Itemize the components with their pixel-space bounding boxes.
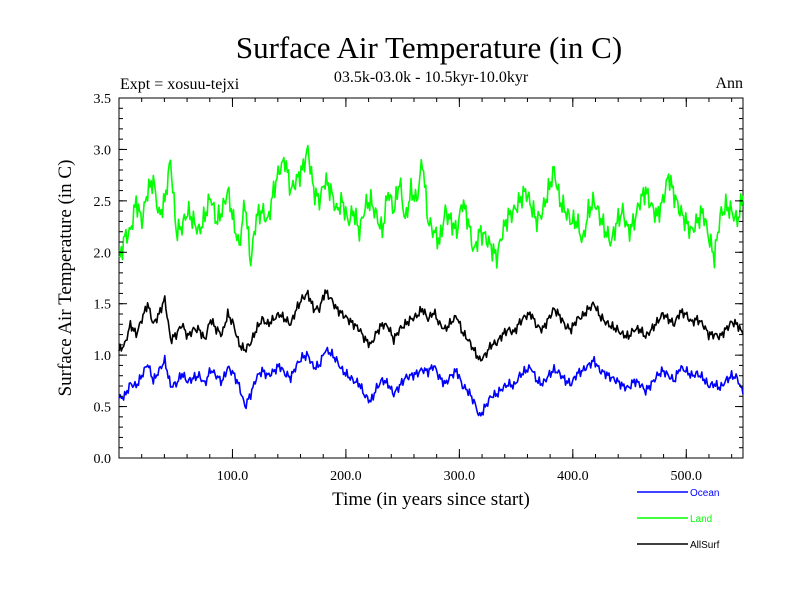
land-series-line	[118, 144, 744, 269]
allsurf-series-line	[118, 289, 744, 362]
y-tick-label: 2.0	[94, 246, 112, 261]
y-tick-label: 1.0	[94, 349, 112, 364]
plot-area	[118, 97, 744, 459]
expt-label: Expt = xosuu-tejxi	[120, 76, 240, 93]
plot-frame	[118, 97, 744, 459]
y-axis-label: Surface Air Temperature (in C)	[55, 160, 76, 397]
y-tick-label: 3.5	[94, 92, 112, 107]
x-tick-label: 300.0	[444, 469, 476, 484]
y-tick-label: 2.5	[94, 195, 112, 210]
legend-label-allsurf: AllSurf	[690, 540, 720, 551]
series-layer	[118, 144, 744, 417]
legend-label-ocean: Ocean	[690, 488, 719, 499]
x-axis-label: Time (in years since start)	[332, 489, 530, 510]
y-tick-label: 1.5	[94, 298, 112, 313]
season-label: Ann	[715, 75, 743, 92]
y-tick-label: 0.5	[94, 401, 112, 416]
x-tick-label: 200.0	[330, 469, 362, 484]
x-tick-label: 100.0	[217, 469, 249, 484]
tick-layer: 0.0 0.5 1.0 1.5 2.0 2.5 3.0 3.5 100.0 200.0 300.0 4…	[94, 92, 743, 484]
x-tick-label: 500.0	[671, 469, 703, 484]
y-tick-label: 0.0	[94, 452, 112, 467]
legend-label-land: Land	[690, 514, 712, 525]
ocean-series-line	[118, 346, 744, 417]
chart-subtitle: 03.5k-03.0k - 10.5kyr-10.0kyr	[334, 69, 529, 86]
y-tick-label: 3.0	[94, 143, 112, 158]
legend: Ocean Land AllSurf	[637, 488, 720, 551]
chart-title: Surface Air Temperature (in C)	[236, 30, 622, 65]
x-tick-label: 400.0	[557, 469, 589, 484]
